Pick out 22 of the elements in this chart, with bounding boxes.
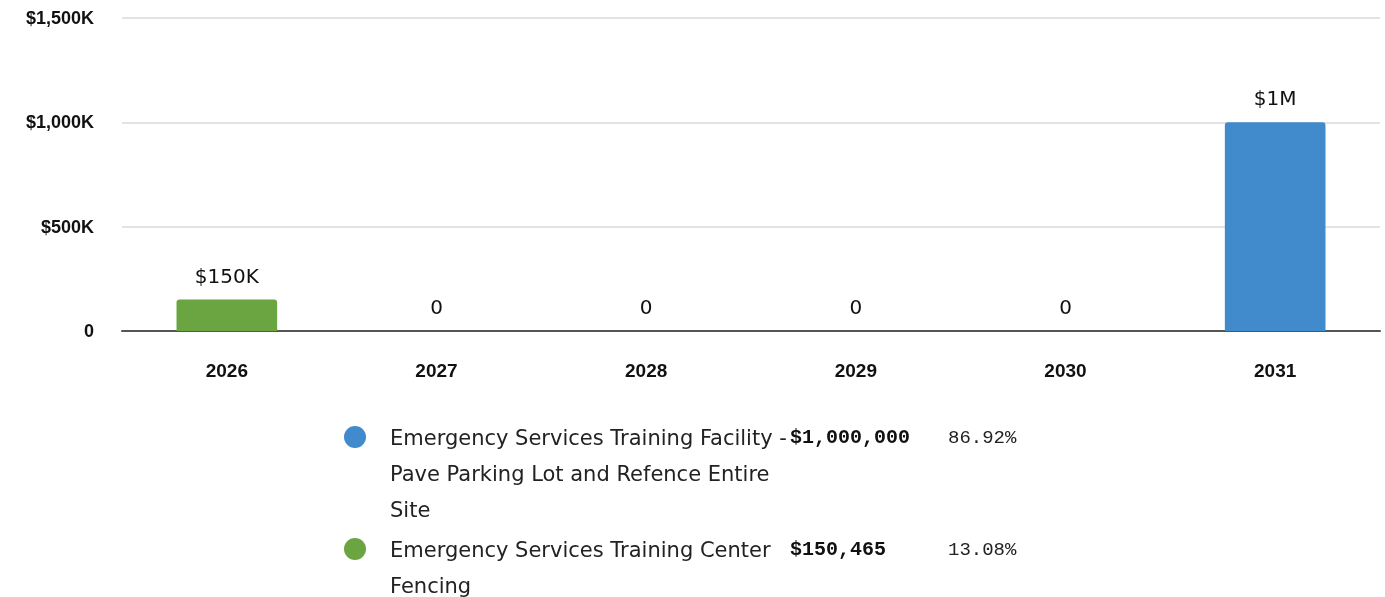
- y-tick-label: $1,500K: [25, 8, 94, 28]
- legend-label: Emergency Services Training Center Fencing: [390, 537, 772, 597]
- total-label: 0: [639, 295, 653, 319]
- total-label: 0: [430, 295, 443, 319]
- legend-label: Emergency Services Training Facility - Pave Parking Lot and Refence Entire Site: [390, 425, 788, 524]
- x-tick-label: 2029: [834, 360, 877, 381]
- x-tick-label: 2028: [625, 360, 668, 381]
- text: $150,465: [790, 537, 887, 563]
- x-tick-label: 2027: [415, 360, 458, 381]
- text: 13.08%: [948, 538, 1017, 563]
- total-label: 0: [849, 295, 863, 319]
- y-tick-label: 0: [83, 321, 94, 341]
- total-label: 0: [1059, 295, 1072, 319]
- x-tick-label: 2031: [1254, 360, 1297, 381]
- total-label: $1M: [1253, 86, 1297, 111]
- total-label: $150K: [194, 263, 260, 288]
- text: $1,000,000: [790, 425, 912, 451]
- x-tick-label: 2026: [205, 360, 248, 381]
- text: 86.92%: [948, 426, 1017, 451]
- y-tick-label: $1,000K: [25, 112, 94, 133]
- y-tick-label: $500K: [40, 216, 94, 237]
- x-tick-label: 2030: [1044, 360, 1087, 381]
